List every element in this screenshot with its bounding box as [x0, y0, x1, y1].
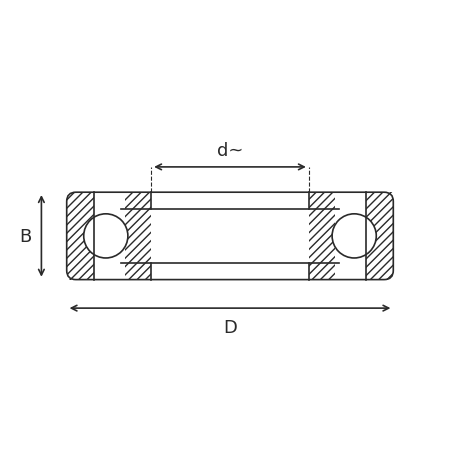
Text: d~: d~	[216, 141, 243, 159]
Bar	[151, 210, 308, 263]
Bar	[67, 193, 94, 280]
Bar	[365, 193, 392, 280]
Bar	[124, 193, 151, 280]
Bar	[308, 193, 335, 280]
Circle shape	[84, 214, 128, 258]
Text: B: B	[19, 227, 31, 246]
FancyBboxPatch shape	[67, 193, 392, 280]
Text: D: D	[223, 319, 236, 336]
Circle shape	[331, 214, 375, 258]
